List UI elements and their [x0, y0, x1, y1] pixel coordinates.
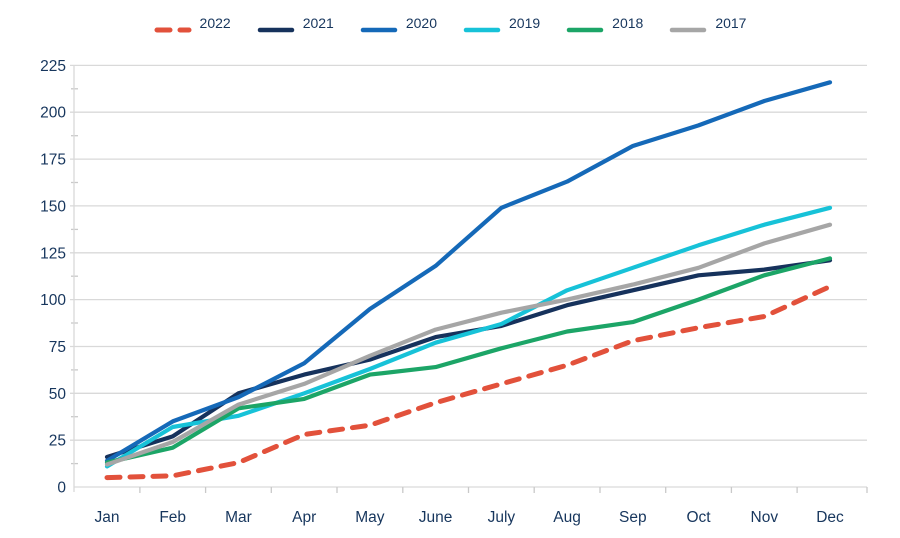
svg-text:Mar: Mar	[225, 509, 252, 526]
svg-text:125: 125	[40, 245, 66, 262]
legend-line-sample-2019	[463, 20, 501, 33]
svg-text:225: 225	[40, 58, 66, 75]
svg-text:Feb: Feb	[159, 509, 186, 526]
svg-text:Jan: Jan	[95, 509, 120, 526]
svg-text:Oct: Oct	[686, 509, 711, 526]
svg-text:200: 200	[40, 105, 66, 122]
legend-line-sample-2021	[257, 20, 295, 33]
svg-text:July: July	[488, 509, 516, 526]
svg-text:0: 0	[57, 480, 66, 497]
svg-text:May: May	[355, 509, 385, 526]
svg-text:75: 75	[49, 339, 66, 356]
legend-line-sample-2020	[360, 20, 398, 33]
svg-text:Nov: Nov	[751, 509, 779, 526]
legend-item-2020: 2020	[360, 15, 437, 33]
legend-label: 2017	[715, 15, 747, 31]
svg-text:Sep: Sep	[619, 509, 647, 526]
legend-item-2022: 2022	[154, 15, 231, 33]
legend-label: 2019	[509, 15, 541, 31]
legend-item-2017: 2017	[669, 15, 747, 33]
svg-text:150: 150	[40, 198, 66, 215]
svg-text:25: 25	[49, 433, 66, 450]
legend-line-sample-2018	[566, 20, 604, 33]
svg-text:50: 50	[49, 386, 67, 403]
legend-item-2021: 2021	[257, 15, 334, 33]
legend-item-2018: 2018	[566, 15, 644, 33]
svg-text:Aug: Aug	[553, 509, 581, 526]
legend-line-sample-2017	[669, 20, 707, 33]
legend-label: 2021	[302, 15, 334, 31]
legend-line-sample-2022	[154, 20, 192, 33]
legend-label: 2020	[405, 15, 437, 31]
legend-item-2019: 2019	[463, 15, 541, 33]
svg-text:Apr: Apr	[292, 509, 316, 526]
svg-text:100: 100	[40, 292, 66, 309]
svg-text:Dec: Dec	[816, 509, 844, 526]
legend-label: 2022	[199, 15, 231, 31]
legend-label: 2018	[612, 15, 644, 31]
svg-text:175: 175	[40, 152, 66, 169]
chart-legend: 2022 2021 2020 2019 2018 2017	[0, 10, 900, 36]
svg-text:June: June	[419, 509, 453, 526]
